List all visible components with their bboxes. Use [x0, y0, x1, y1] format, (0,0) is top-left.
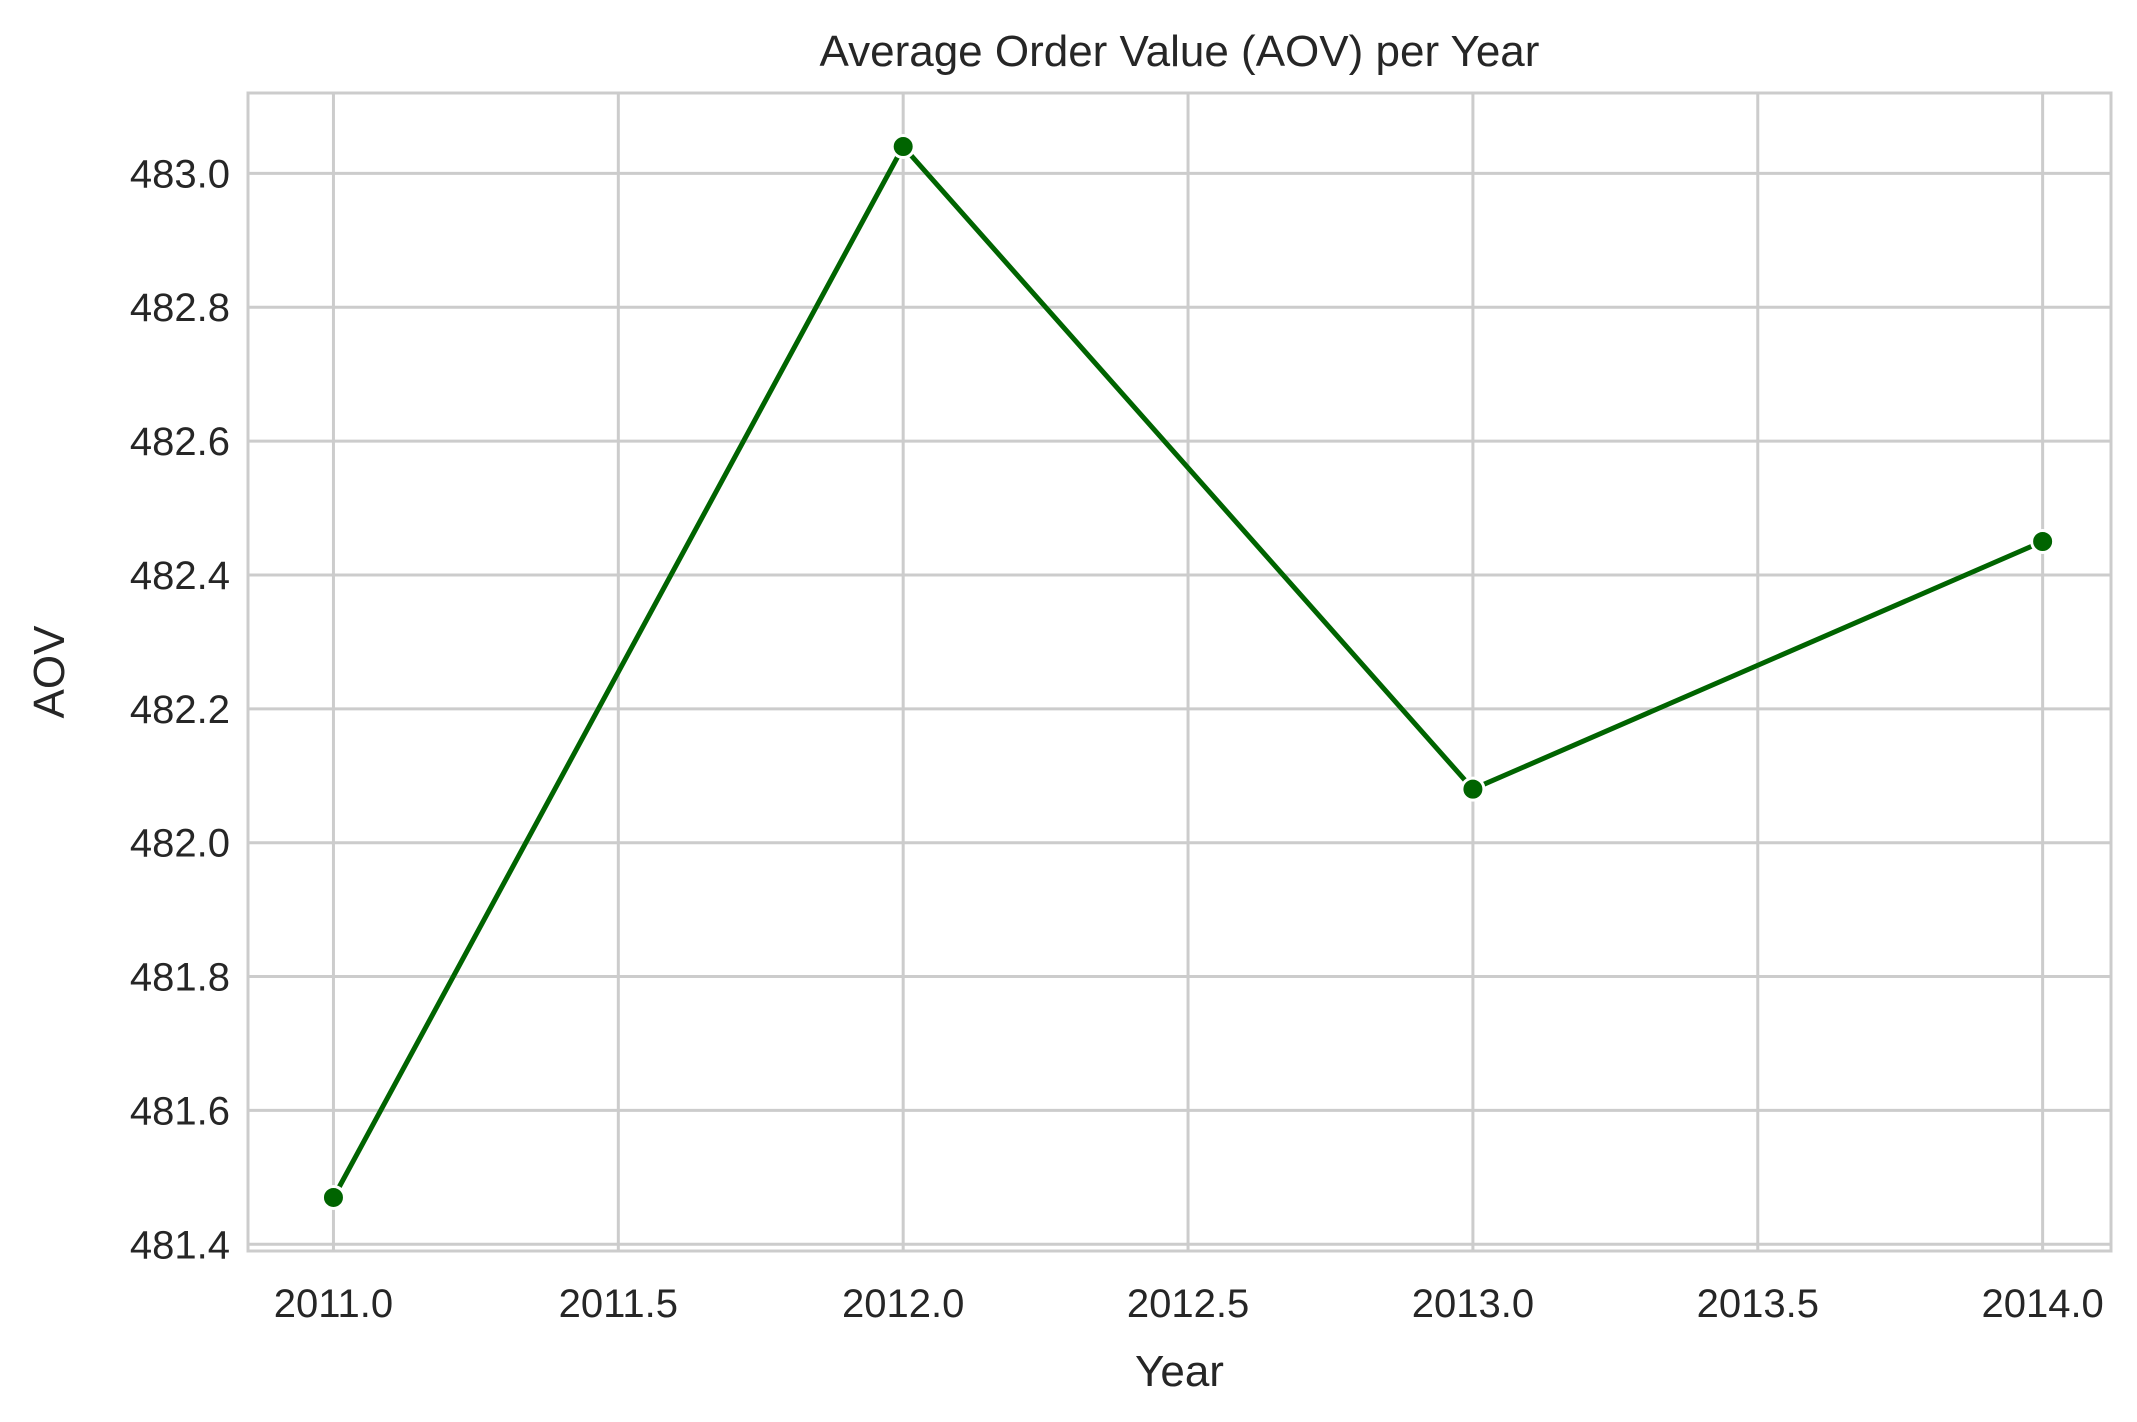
series-line: [331, 144, 2044, 1199]
x-tick-label: 2013.0: [1412, 1282, 1534, 1326]
y-tick-label: 482.4: [130, 554, 230, 598]
data-point: [1460, 776, 1486, 802]
x-tick-label: 2011.5: [559, 1282, 678, 1326]
x-tick-label: 2014.0: [1981, 1282, 2103, 1326]
chart-title: Average Order Value (AOV) per Year: [820, 27, 1540, 76]
x-tick-label: 2012.5: [1127, 1282, 1249, 1326]
y-tick-label: 483.0: [130, 152, 230, 196]
series-layer: [320, 134, 2056, 1210]
y-tick-label: 481.8: [130, 956, 230, 1000]
x-axis-label: Year: [1135, 1347, 1224, 1396]
plot-frame: [246, 91, 2113, 1253]
y-tick-labels: 481.4 481.6 481.8 482.0 482.2 482.4 482.6 482.8…: [130, 152, 230, 1267]
y-tick-label: 482.2: [130, 688, 230, 732]
y-tick-label: 481.4: [130, 1223, 230, 1267]
data-point: [890, 134, 916, 160]
y-tick-label: 482.8: [130, 286, 230, 330]
data-point: [2030, 528, 2056, 554]
x-tick-label: 2013.5: [1697, 1282, 1819, 1326]
y-tick-label: 481.6: [130, 1089, 230, 1133]
x-tick-label: 2012.0: [842, 1282, 964, 1326]
data-point: [320, 1184, 346, 1210]
y-tick-label: 482.0: [130, 822, 230, 866]
x-tick-labels: 2011.0 2011.5 2012.0 2012.5 2013.0 2013.5 2014…: [274, 1282, 2104, 1326]
grid: [248, 93, 2111, 1251]
y-tick-label: 482.6: [130, 420, 230, 464]
y-axis-label: AOV: [25, 625, 74, 719]
x-tick-label: 2011.0: [274, 1282, 393, 1326]
